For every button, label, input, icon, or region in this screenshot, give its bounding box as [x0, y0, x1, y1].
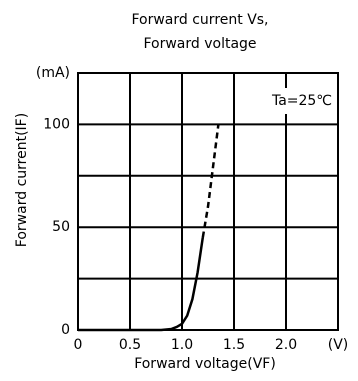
- x-tick-label: 0: [74, 337, 83, 353]
- y-tick-label: 50: [52, 219, 70, 235]
- x-tick-label: 1.0: [171, 337, 193, 353]
- annotation: Ta=25℃: [271, 93, 332, 109]
- x-tick-label: 1.5: [223, 337, 245, 353]
- curve: [78, 237, 205, 332]
- chart-title: Forward voltage: [143, 36, 256, 52]
- x-tick-label: (V): [328, 337, 349, 353]
- x-tick-label: 0.5: [119, 337, 141, 353]
- y-axis-label: Forward current(IF): [14, 113, 30, 247]
- curve: [201, 124, 220, 238]
- y-tick-label: 0: [61, 322, 70, 338]
- y-tick-label: (mA): [36, 65, 70, 81]
- chart-title: Forward current Vs,: [131, 12, 268, 28]
- x-tick-label: 2.0: [275, 337, 297, 353]
- annotation-box: [268, 88, 336, 114]
- y-tick-label: 100: [43, 116, 70, 132]
- x-axis-label: Forward voltage(VF): [134, 356, 276, 372]
- plot-frame: [77, 72, 339, 331]
